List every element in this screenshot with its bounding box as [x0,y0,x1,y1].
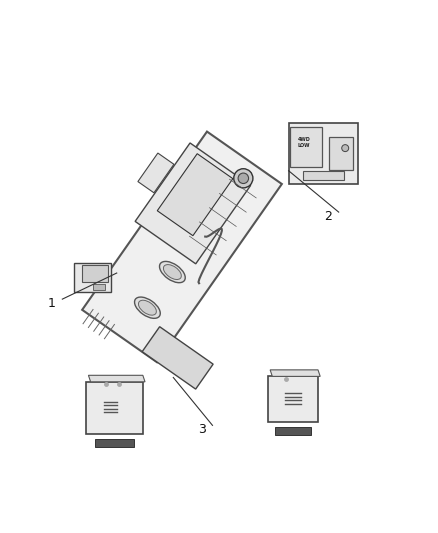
Polygon shape [290,127,322,167]
Text: 1: 1 [47,297,55,310]
Polygon shape [268,376,318,422]
Polygon shape [270,370,320,376]
Polygon shape [88,375,145,382]
Ellipse shape [134,297,160,318]
Circle shape [234,169,253,188]
Polygon shape [303,171,344,180]
Polygon shape [328,136,353,170]
Text: 2: 2 [324,210,332,223]
Polygon shape [157,154,233,236]
Polygon shape [138,153,174,193]
Polygon shape [86,382,143,434]
Polygon shape [276,427,311,435]
Ellipse shape [159,261,185,282]
Polygon shape [82,265,108,282]
Ellipse shape [163,264,181,279]
Circle shape [238,173,248,183]
Polygon shape [135,143,251,264]
Polygon shape [82,132,282,362]
Polygon shape [74,263,111,292]
Ellipse shape [138,300,156,315]
Polygon shape [142,327,213,389]
Text: 4WD
LOW: 4WD LOW [297,138,310,148]
Polygon shape [95,439,134,447]
Text: 3: 3 [198,423,205,436]
Polygon shape [289,123,358,184]
Circle shape [342,144,349,151]
Polygon shape [93,284,106,290]
